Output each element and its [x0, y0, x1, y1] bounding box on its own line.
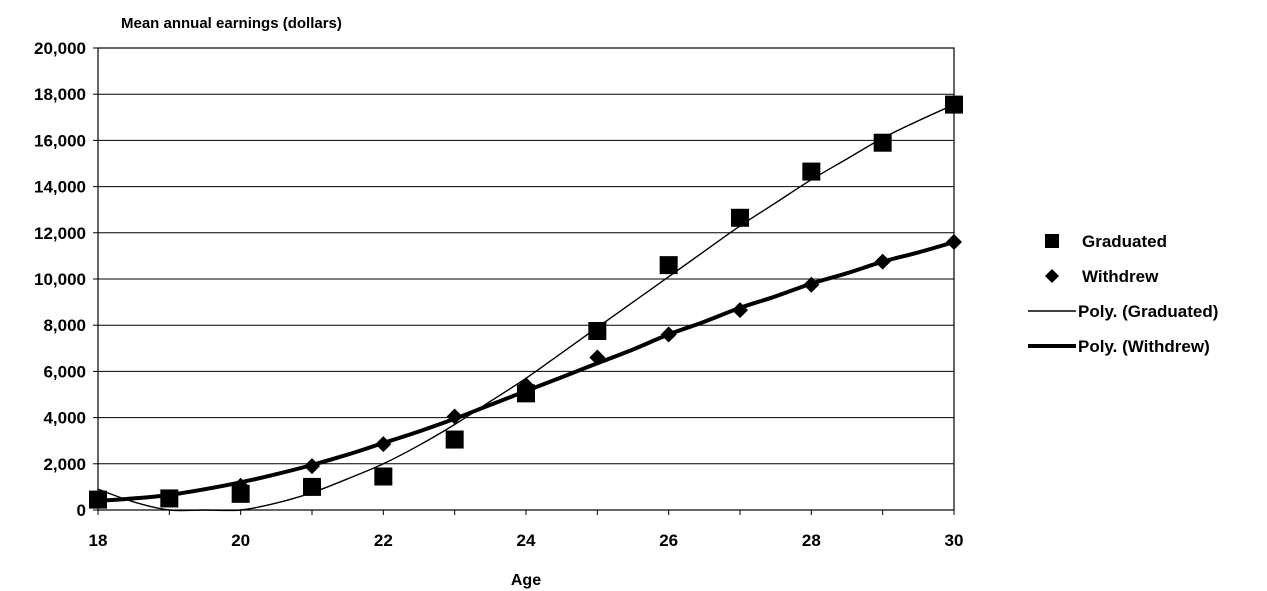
withdrew-point [446, 408, 463, 425]
graduated-point [659, 256, 678, 275]
legend-label: Poly. (Graduated) [1078, 302, 1218, 321]
y-tick-label: 0 [77, 501, 86, 520]
graduated-point [873, 133, 892, 152]
x-axis-ticks: 18 20 22 24 26 28 30 [89, 510, 964, 550]
legend-label: Poly. (Withdrew) [1078, 337, 1210, 356]
withdrew-point [518, 377, 534, 394]
x-tick-label: 20 [231, 531, 250, 550]
trendlines [96, 103, 956, 512]
y-tick-label: 2,000 [43, 455, 86, 474]
x-axis-title: Age [511, 572, 541, 589]
legend-label: Withdrew [1082, 267, 1159, 286]
y-tick-label: 16,000 [34, 131, 86, 150]
x-tick-label: 28 [802, 531, 821, 550]
data-points [89, 95, 963, 509]
graduated-point [231, 484, 250, 503]
y-axis-ticks: 0 2,000 4,000 6,000 8,000 10,000 12,000 14,000 1… [34, 39, 98, 520]
graduated-point [445, 430, 464, 449]
withdrew-point [161, 489, 178, 506]
withdrew-point [589, 349, 606, 366]
legend: Graduated Withdrew Poly. (Graduated) Poly. … [1028, 232, 1218, 356]
legend-marker-graduated [1045, 234, 1059, 248]
y-tick-label: 10,000 [34, 270, 86, 289]
y-tick-label: 8,000 [43, 316, 86, 335]
withdrew-point [874, 253, 891, 270]
legend-label: Graduated [1082, 232, 1167, 251]
graduated-point [374, 467, 393, 486]
y-tick-label: 4,000 [43, 409, 86, 428]
y-tick-label: 20,000 [34, 39, 86, 58]
x-tick-label: 18 [89, 531, 108, 550]
graduated-point [588, 321, 607, 340]
withdrew-point [946, 234, 962, 251]
y-axis-title: Mean annual earnings (dollars) [121, 15, 342, 32]
y-tick-label: 14,000 [34, 178, 86, 197]
x-tick-label: 30 [945, 531, 964, 550]
withdrew-point [232, 477, 249, 494]
x-tick-label: 24 [517, 531, 536, 550]
graduated-point [303, 477, 321, 496]
graduated-point [802, 162, 821, 181]
graduated-point [945, 95, 963, 114]
gridlines [98, 93, 954, 465]
graduated-point [731, 208, 749, 227]
trendline-graduated [97, 103, 955, 512]
y-tick-label: 6,000 [43, 362, 86, 381]
withdrew-point [90, 492, 106, 509]
withdrew-point [732, 302, 748, 319]
withdrew-point [803, 276, 820, 293]
legend-marker-withdrew [1045, 269, 1059, 283]
withdrew-point [304, 458, 320, 475]
x-tick-label: 22 [374, 531, 393, 550]
y-tick-label: 12,000 [34, 224, 86, 243]
x-tick-label: 26 [659, 531, 678, 550]
graduated-point [517, 384, 535, 403]
withdrew-point [660, 326, 677, 343]
y-tick-label: 18,000 [34, 85, 86, 104]
withdrew-point [375, 436, 392, 453]
